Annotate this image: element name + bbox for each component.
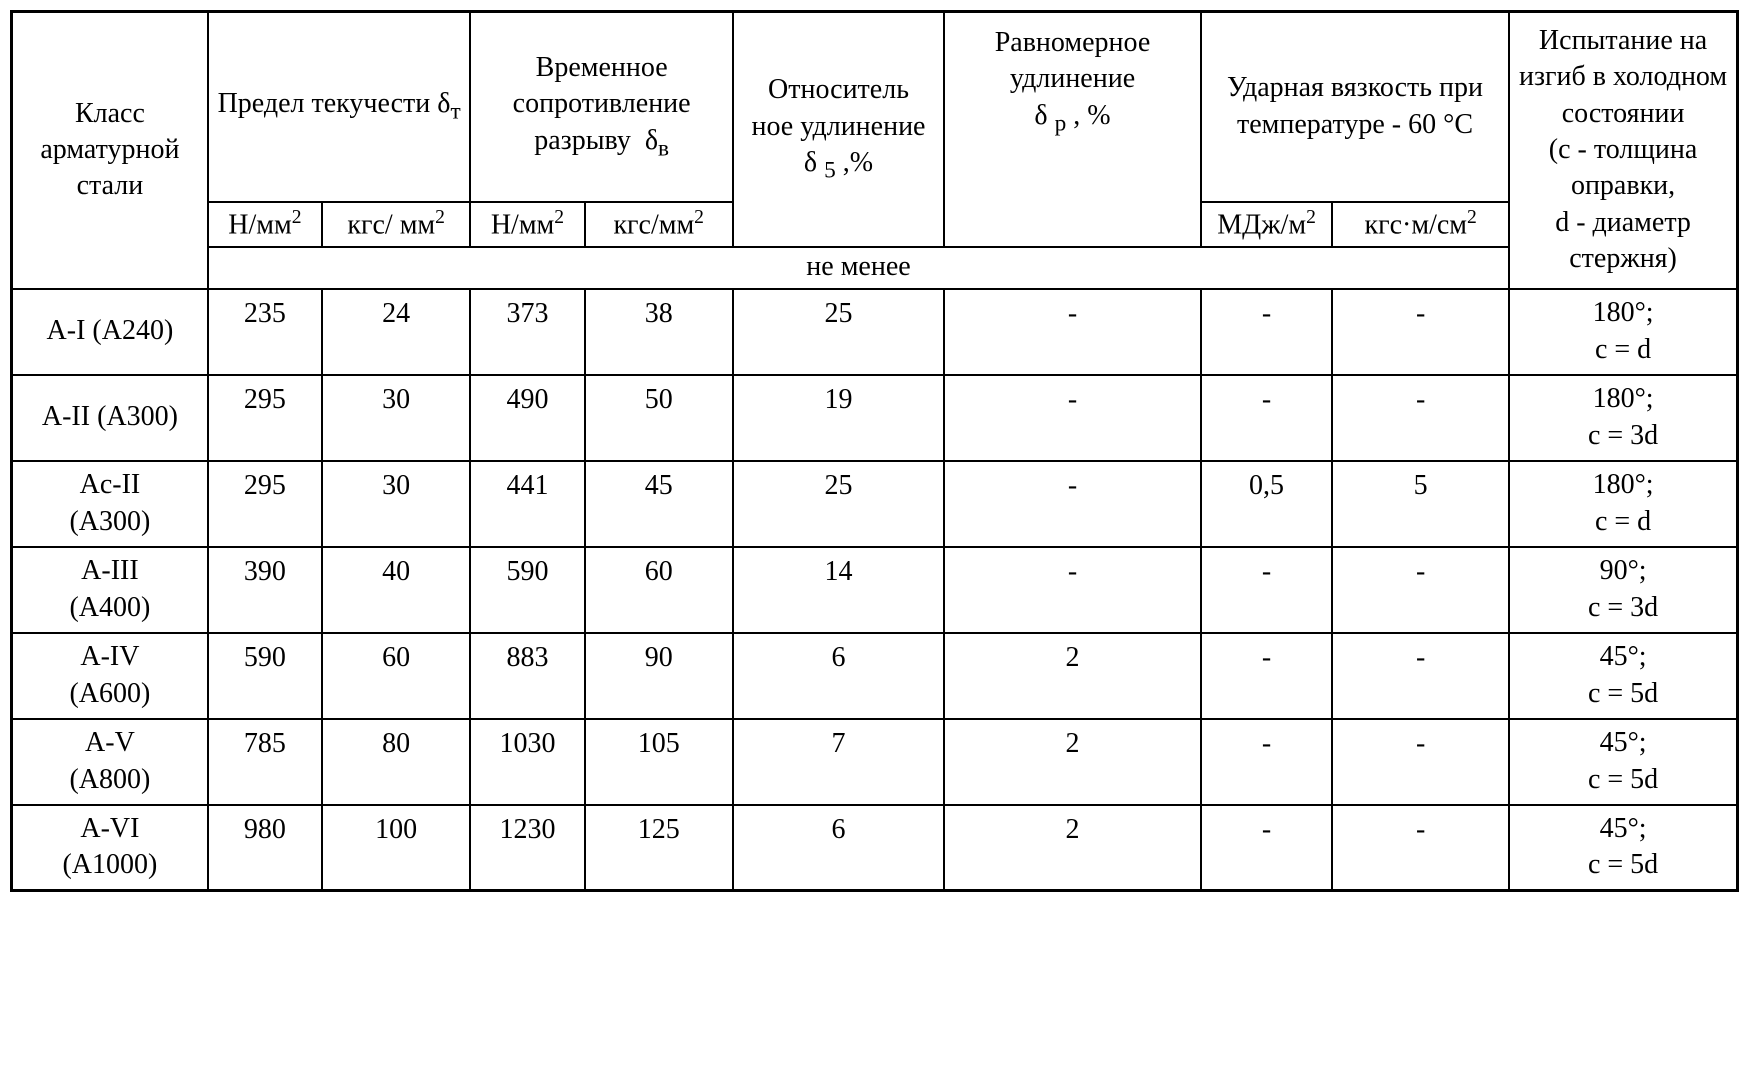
hdr-unit-yield-k: кгс/ мм2 [322, 202, 470, 247]
table-row: Ac-II(A300)295304414525-0,55180°;c = d [12, 461, 1738, 547]
cell-uts-n: 490 [470, 375, 584, 461]
cell-class: Ac-II(A300) [12, 461, 208, 547]
hdr-unit-yield-n: Н/мм2 [208, 202, 322, 247]
cell-d5: 6 [733, 633, 944, 719]
cell-uts-n: 373 [470, 289, 584, 375]
cell-bend: 90°;c = 3d [1509, 547, 1737, 633]
cell-imp-mj: - [1201, 805, 1332, 891]
cell-dp: 2 [944, 633, 1201, 719]
cell-imp-mj: - [1201, 719, 1332, 805]
hdr-unit-uts-k: кгс/мм2 [585, 202, 733, 247]
cell-class: A-III(A400) [12, 547, 208, 633]
cell-bend: 180°;c = d [1509, 461, 1737, 547]
cell-dp: - [944, 289, 1201, 375]
table-row: A-IV(A600)590608839062--45°;c = 5d [12, 633, 1738, 719]
cell-uts-n: 883 [470, 633, 584, 719]
hdr-impact: Ударная вязкость при температуре - 60 °С [1201, 12, 1509, 202]
cell-uts-n: 1230 [470, 805, 584, 891]
cell-bend: 45°;c = 5d [1509, 719, 1737, 805]
cell-d5: 7 [733, 719, 944, 805]
cell-imp-k: - [1332, 805, 1509, 891]
cell-yield-n: 590 [208, 633, 322, 719]
hdr-unit-uts-n: Н/мм2 [470, 202, 584, 247]
cell-uts-k: 60 [585, 547, 733, 633]
cell-imp-k: - [1332, 719, 1509, 805]
hdr-class: Класс арматурной стали [12, 12, 208, 289]
cell-yield-k: 40 [322, 547, 470, 633]
cell-yield-n: 980 [208, 805, 322, 891]
cell-imp-k: - [1332, 375, 1509, 461]
cell-class: A-I (A240) [12, 289, 208, 375]
cell-imp-k: - [1332, 289, 1509, 375]
cell-imp-k: - [1332, 633, 1509, 719]
hdr-at-least: не менее [208, 247, 1509, 289]
cell-uts-n: 441 [470, 461, 584, 547]
cell-d5: 25 [733, 461, 944, 547]
cell-uts-k: 38 [585, 289, 733, 375]
cell-class: A-V(A800) [12, 719, 208, 805]
hdr-unit-impact-k: кгс·м/см2 [1332, 202, 1509, 247]
hdr-bend: Испытание на изгиб в холодном состоянии(… [1509, 12, 1737, 289]
cell-uts-k: 125 [585, 805, 733, 891]
cell-d5: 25 [733, 289, 944, 375]
cell-yield-n: 390 [208, 547, 322, 633]
cell-bend: 180°;c = d [1509, 289, 1737, 375]
table-row: A-II (A300)295304905019---180°;c = 3d [12, 375, 1738, 461]
cell-dp: 2 [944, 805, 1201, 891]
cell-uts-k: 50 [585, 375, 733, 461]
rebar-properties-table: Класс арматурной стали Предел текучести … [10, 10, 1739, 892]
hdr-tensile: Временное сопротивление разрыву δв [470, 12, 733, 202]
cell-class: A-II (A300) [12, 375, 208, 461]
cell-imp-k: - [1332, 547, 1509, 633]
cell-imp-mj: - [1201, 547, 1332, 633]
cell-yield-k: 30 [322, 375, 470, 461]
cell-class: A-IV(A600) [12, 633, 208, 719]
cell-bend: 180°;c = 3d [1509, 375, 1737, 461]
cell-bend: 45°;c = 5d [1509, 633, 1737, 719]
cell-imp-mj: - [1201, 633, 1332, 719]
cell-yield-k: 30 [322, 461, 470, 547]
hdr-yield: Предел текучести δт [208, 12, 471, 202]
cell-bend: 45°;c = 5d [1509, 805, 1737, 891]
cell-yield-n: 295 [208, 375, 322, 461]
hdr-elongp: Равномерное удлинениеδ p , % [944, 12, 1201, 247]
cell-imp-mj: - [1201, 289, 1332, 375]
cell-yield-n: 235 [208, 289, 322, 375]
cell-uts-n: 590 [470, 547, 584, 633]
cell-uts-k: 105 [585, 719, 733, 805]
cell-dp: - [944, 375, 1201, 461]
hdr-elong5: Относительное удлинениеδ 5 ,% [733, 12, 944, 247]
hdr-unit-impact-mj: МДж/м2 [1201, 202, 1332, 247]
cell-yield-n: 295 [208, 461, 322, 547]
cell-imp-mj: 0,5 [1201, 461, 1332, 547]
cell-imp-mj: - [1201, 375, 1332, 461]
cell-yield-k: 80 [322, 719, 470, 805]
table-row: A-VI(A1000)980100123012562--45°;c = 5d [12, 805, 1738, 891]
cell-uts-n: 1030 [470, 719, 584, 805]
table-row: A-III(A400)390405906014---90°;c = 3d [12, 547, 1738, 633]
cell-d5: 6 [733, 805, 944, 891]
table-row: A-I (A240)235243733825---180°;c = d [12, 289, 1738, 375]
cell-yield-k: 100 [322, 805, 470, 891]
cell-uts-k: 90 [585, 633, 733, 719]
cell-dp: - [944, 547, 1201, 633]
table-body: A-I (A240)235243733825---180°;c = dA-II … [12, 289, 1738, 891]
cell-yield-k: 60 [322, 633, 470, 719]
cell-yield-n: 785 [208, 719, 322, 805]
cell-dp: 2 [944, 719, 1201, 805]
cell-d5: 14 [733, 547, 944, 633]
table-row: A-V(A800)78580103010572--45°;c = 5d [12, 719, 1738, 805]
table-header: Класс арматурной стали Предел текучести … [12, 12, 1738, 289]
cell-dp: - [944, 461, 1201, 547]
cell-yield-k: 24 [322, 289, 470, 375]
cell-uts-k: 45 [585, 461, 733, 547]
cell-imp-k: 5 [1332, 461, 1509, 547]
cell-d5: 19 [733, 375, 944, 461]
cell-class: A-VI(A1000) [12, 805, 208, 891]
